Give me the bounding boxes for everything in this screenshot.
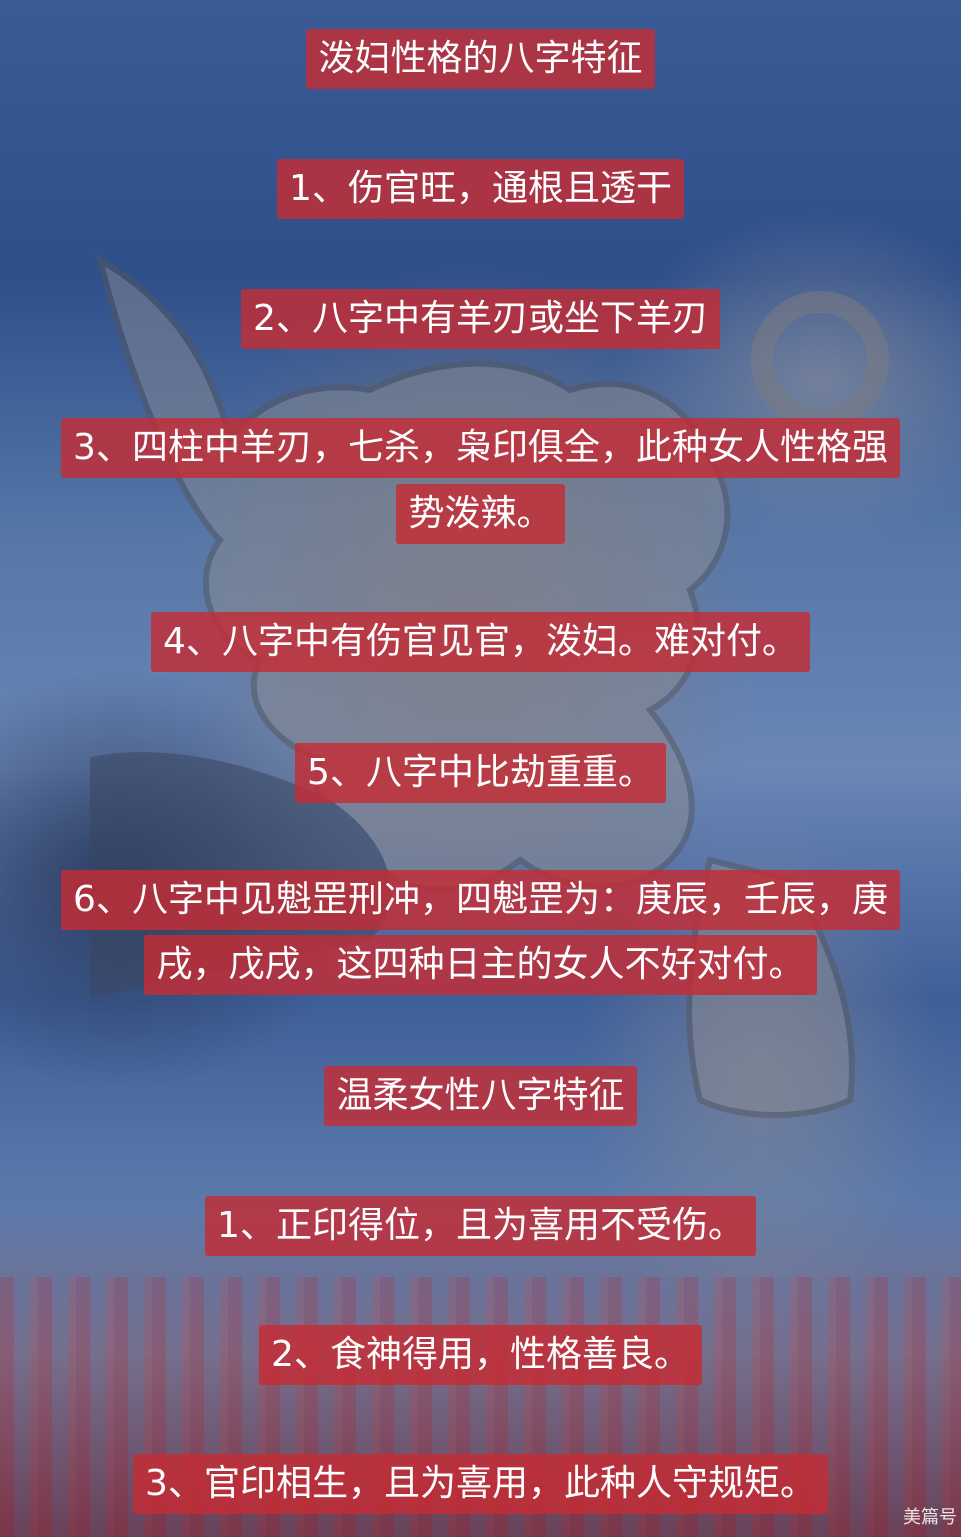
shrew-title: 泼妇性格的八字特征	[0, 29, 961, 89]
dragon-sculpture-image	[90, 253, 889, 1118]
shrew-item-3-line-1: 3、四柱中羊刃，七杀，枭印俱全，此种女人性格强	[0, 418, 961, 478]
shrew-item-6-line-2: 戌，戊戌，这四种日主的女人不好对付。	[0, 935, 961, 995]
shrew-item-4: 4、八字中有伤官见官，泼妇。难对付。	[0, 612, 961, 672]
gentle-item-3: 3、官印相生，且为喜用，此种人守规矩。	[0, 1454, 961, 1514]
watermark: 美篇号	[903, 1507, 957, 1528]
shrew-item-5: 5、八字中比劫重重。	[0, 743, 961, 803]
shrew-item-1: 1、伤官旺，通根且透干	[0, 159, 961, 219]
gentle-title: 温柔女性八字特征	[0, 1066, 961, 1126]
gentle-item-1: 1、正印得位，且为喜用不受伤。	[0, 1196, 961, 1256]
shrew-item-3-line-2: 势泼辣。	[0, 484, 961, 544]
gentle-item-2: 2、食神得用，性格善良。	[0, 1325, 961, 1385]
shrew-item-6-line-1: 6、八字中见魁罡刑冲，四魁罡为：庚辰，壬辰，庚	[0, 870, 961, 930]
shrew-item-2: 2、八字中有羊刃或坐下羊刃	[0, 289, 961, 349]
